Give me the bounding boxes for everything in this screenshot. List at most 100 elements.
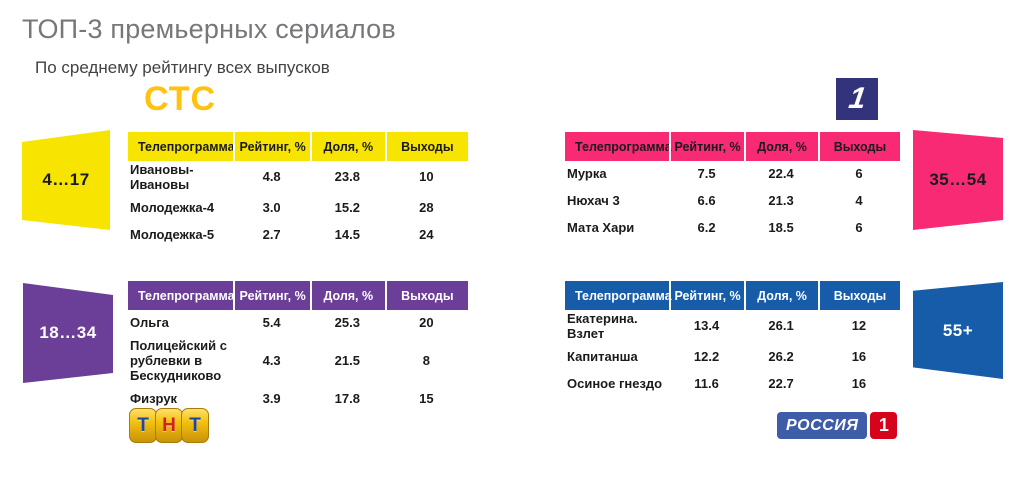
table-row: Мурка 7.5 22.4 6 (565, 161, 900, 188)
column-header-share: Доля, % (744, 281, 818, 310)
age-badge-35-54: 35…54 (913, 130, 1003, 230)
sts-logo: СТС (144, 80, 217, 118)
rossiya-1-logo: РОССИЯ 1 (777, 412, 898, 439)
value-cell: 15.2 (334, 199, 360, 215)
program-name-cell: Молодежка-5 (130, 226, 215, 242)
table-row: Полицейский с рублевки в Бескудниково 4.3… (128, 337, 468, 386)
value-cell: 17.8 (334, 390, 360, 406)
value-cell: 23.8 (334, 169, 360, 185)
value-cell: 12 (851, 318, 867, 334)
value-cell: 21.3 (768, 193, 794, 209)
page-title: ТОП-3 премьерных сериалов (22, 14, 396, 44)
perviy-kanal-logo: 1 (836, 78, 878, 120)
column-header-share: Доля, % (309, 281, 385, 310)
age-badge-18-34: 18…34 (23, 283, 113, 383)
value-cell: 16 (851, 348, 867, 364)
table-body: Ольга 5.4 25.3 20 Полицейский с рублевки в Б… (128, 310, 468, 413)
column-header-share: Доля, % (309, 132, 385, 161)
column-header-rating: Рейтинг, % (668, 132, 744, 161)
table-body: Ивановы-Ивановы 4.8 23.8 10 Молодежка-4 3.0 15… (128, 161, 468, 249)
value-cell: 4.8 (262, 169, 281, 185)
value-cell: 22.7 (768, 375, 794, 391)
value-cell: 4.3 (262, 352, 281, 368)
value-cell: 7.5 (697, 166, 716, 182)
tnt-table: Телепрограмма Рейтинг, % Доля, % Выходы … (128, 281, 468, 413)
rossiya-one-glyph: 1 (870, 412, 898, 439)
program-name-cell: Ивановы-Ивановы (130, 162, 194, 192)
table-header: Телепрограмма Рейтинг, % Доля, % Выходы (565, 132, 900, 161)
value-cell: 15 (419, 390, 434, 406)
table-header: Телепрограмма Рейтинг, % Доля, % Выходы (565, 281, 900, 310)
value-cell: 5.4 (262, 315, 281, 331)
tnt-logo: Т Н Т (129, 408, 209, 443)
table-header: Телепрограмма Рейтинг, % Доля, % Выходы (128, 132, 468, 161)
program-name-cell: Молодежка-4 (130, 199, 215, 215)
sts-table: Телепрограмма Рейтинг, % Доля, % Выходы … (128, 132, 468, 249)
value-cell: 2.7 (262, 226, 281, 242)
value-cell: 26.1 (768, 318, 794, 334)
program-name-cell: Капитанша (567, 348, 638, 364)
value-cell: 21.5 (334, 352, 360, 368)
value-cell: 14.5 (334, 226, 360, 242)
column-header-airings: Выходы (817, 281, 900, 310)
rossiya-wordmark: РОССИЯ (777, 412, 868, 439)
age-badge-55plus: 55+ (913, 282, 1003, 379)
program-name-cell: Нюхач 3 (567, 193, 620, 209)
table-header: Телепрограмма Рейтинг, % Доля, % Выходы (128, 281, 468, 310)
column-header-program: Телепрограмма (575, 139, 672, 154)
table-row: Екатерина. Взлет 13.4 26.1 12 (565, 310, 900, 344)
table-body: Екатерина. Взлет 13.4 26.1 12 Капитанша 12.2 2… (565, 310, 900, 398)
column-header-rating: Рейтинг, % (233, 281, 310, 310)
value-cell: 13.4 (693, 318, 720, 334)
perviy-one-glyph: 1 (846, 82, 868, 115)
column-header-airings: Выходы (817, 132, 900, 161)
column-header-airings: Выходы (384, 281, 468, 310)
column-header-rating: Рейтинг, % (668, 281, 744, 310)
value-cell: 6 (855, 220, 863, 236)
value-cell: 12.2 (693, 348, 720, 364)
value-cell: 3.0 (262, 199, 281, 215)
table-row: Молодежка-5 2.7 14.5 24 (128, 222, 468, 249)
value-cell: 26.2 (768, 348, 794, 364)
program-name-cell: Физрук (130, 390, 178, 406)
column-header-rating: Рейтинг, % (233, 132, 310, 161)
table-body: Мурка 7.5 22.4 6 Нюхач 3 6.6 21.3 4 Мата Хари 6.2… (565, 161, 900, 242)
table-row: Молодежка-4 3.0 15.2 28 (128, 195, 468, 222)
value-cell: 6 (855, 166, 863, 182)
column-header-program: Телепрограмма (138, 139, 235, 154)
value-cell: 3.9 (262, 390, 281, 406)
age-badge-4-17: 4…17 (22, 130, 110, 230)
program-name-cell: Екатерина. Взлет (567, 311, 638, 341)
table-row: Нюхач 3 6.6 21.3 4 (565, 188, 900, 215)
value-cell: 25.3 (334, 315, 360, 331)
tnt-letter-n: Н (155, 408, 183, 443)
page-subtitle: По среднему рейтингу всех выпусков (35, 58, 330, 77)
program-name-cell: Осиное гнездо (567, 375, 663, 391)
table-row: Физрук 3.9 17.8 15 (128, 386, 468, 413)
value-cell: 8 (422, 352, 430, 368)
value-cell: 20 (419, 315, 434, 331)
program-name-cell: Мурка (567, 166, 607, 182)
program-name-cell: Ольга (130, 315, 169, 331)
tnt-letter-t2: Т (181, 408, 209, 443)
value-cell: 10 (419, 169, 434, 185)
value-cell: 6.2 (697, 220, 716, 236)
table-row: Осиное гнездо 11.6 22.7 16 (565, 371, 900, 398)
table-row: Ивановы-Ивановы 4.8 23.8 10 (128, 161, 468, 195)
value-cell: 28 (419, 199, 434, 215)
column-header-share: Доля, % (744, 132, 818, 161)
column-header-program: Телепрограмма (138, 288, 235, 303)
value-cell: 6.6 (697, 193, 716, 209)
value-cell: 11.6 (694, 375, 719, 391)
rossiya-table: Телепрограмма Рейтинг, % Доля, % Выходы … (565, 281, 900, 398)
value-cell: 22.4 (768, 166, 794, 182)
program-name-cell: Мата Хари (567, 220, 635, 236)
perviy-table: Телепрограмма Рейтинг, % Доля, % Выходы … (565, 132, 900, 242)
value-cell: 24 (419, 226, 434, 242)
table-row: Ольга 5.4 25.3 20 (128, 310, 468, 337)
column-header-program: Телепрограмма (575, 288, 672, 303)
tnt-letter-t1: Т (129, 408, 157, 443)
program-name-cell: Полицейский с рублевки в Бескудниково (130, 338, 227, 383)
column-header-airings: Выходы (384, 132, 468, 161)
